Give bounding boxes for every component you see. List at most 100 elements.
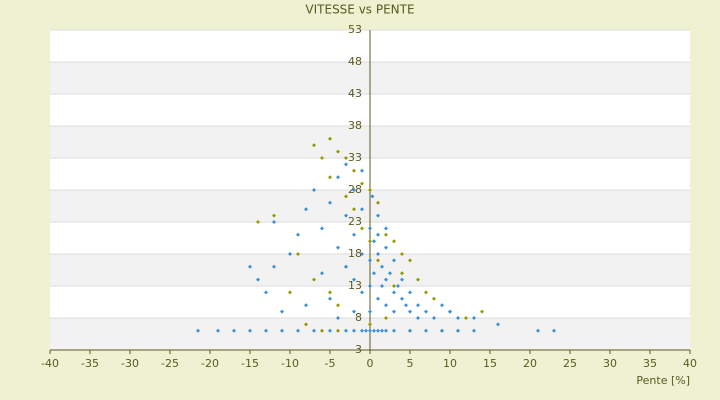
point (352, 328, 356, 333)
point (344, 264, 348, 269)
point (296, 252, 300, 256)
point (368, 258, 372, 263)
point (352, 277, 356, 282)
point (376, 252, 380, 256)
point (304, 322, 308, 327)
point (368, 239, 372, 244)
point (232, 328, 236, 333)
x-tick-label: -30 (121, 357, 139, 370)
point (480, 309, 484, 314)
point (392, 309, 396, 314)
point (272, 220, 276, 224)
point (352, 309, 356, 314)
point (328, 200, 332, 205)
point (384, 277, 388, 282)
point (400, 296, 404, 301)
point (296, 328, 300, 333)
point (392, 284, 396, 288)
point (360, 207, 364, 212)
point (264, 328, 268, 333)
y-tick-label: 28 (348, 183, 362, 196)
point (360, 181, 364, 186)
point (392, 239, 396, 244)
point (364, 328, 368, 333)
x-tick-label: -40 (41, 357, 59, 370)
x-tick-label: 0 (367, 357, 374, 370)
point (272, 264, 276, 269)
point (344, 162, 348, 167)
point (256, 277, 260, 282)
y-tick-label: 33 (348, 151, 362, 164)
point (360, 290, 364, 295)
point (376, 200, 380, 205)
point (328, 175, 332, 180)
point (288, 252, 292, 256)
point (216, 328, 220, 333)
y-tick-label: 13 (348, 279, 362, 292)
point (456, 328, 460, 333)
point (256, 220, 260, 224)
point (328, 290, 332, 295)
y-tick-label: 38 (348, 119, 362, 132)
point (296, 232, 300, 237)
point (248, 264, 252, 269)
x-tick-label: 35 (643, 357, 657, 370)
x-tick-label: 40 (683, 357, 697, 370)
point (432, 316, 436, 320)
point (440, 328, 444, 333)
point (376, 213, 380, 218)
point (408, 290, 412, 295)
point (328, 136, 332, 141)
point (408, 328, 412, 333)
point (376, 258, 380, 263)
x-tick-label: 5 (407, 357, 414, 370)
y-tick-label: 23 (348, 215, 362, 228)
point (312, 328, 316, 333)
point (360, 328, 364, 333)
point (370, 194, 375, 199)
point (384, 232, 388, 237)
x-tick-label: -15 (241, 357, 259, 370)
point (376, 232, 380, 237)
x-tick-label: -25 (161, 357, 179, 370)
point (456, 316, 460, 320)
point (320, 328, 324, 333)
point (376, 328, 380, 333)
chart-title: VITESSE vs PENTE (305, 3, 414, 17)
point (336, 316, 340, 320)
point (248, 328, 252, 333)
point (368, 309, 372, 314)
point (320, 156, 324, 160)
point (404, 303, 408, 308)
point (424, 290, 428, 295)
point (344, 213, 348, 218)
point (272, 213, 276, 218)
point (196, 328, 200, 333)
point (416, 277, 420, 282)
y-tick-label: 3 (355, 343, 362, 356)
point (392, 258, 396, 263)
point (368, 188, 372, 192)
point (416, 303, 420, 308)
point (280, 309, 284, 314)
y-tick-label: 53 (348, 23, 362, 36)
point (400, 252, 404, 256)
x-tick-label: 10 (443, 357, 457, 370)
point (440, 303, 444, 308)
point (336, 149, 340, 154)
x-tick-label: 15 (483, 357, 497, 370)
point (304, 207, 308, 212)
point (328, 296, 332, 301)
point (336, 303, 340, 308)
point (384, 328, 388, 333)
point (384, 245, 388, 250)
point (388, 271, 392, 276)
point (280, 328, 284, 333)
y-tick-label: 18 (348, 247, 362, 260)
point (384, 226, 388, 231)
x-axis-label: Pente [%] (636, 374, 690, 387)
point (336, 175, 340, 180)
point (320, 226, 324, 231)
point (432, 296, 436, 301)
